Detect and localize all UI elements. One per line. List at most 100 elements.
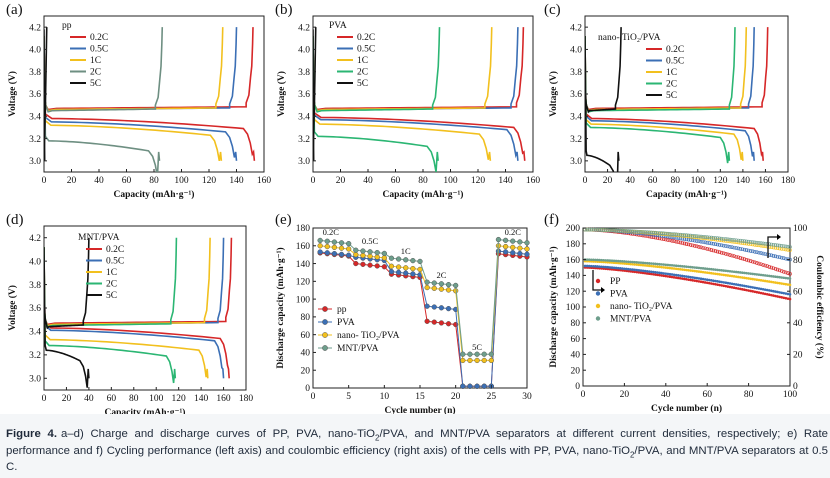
capacity-point-PP — [697, 280, 701, 283]
rate-point-nano- TiO₂/PVA — [324, 243, 330, 250]
capacity-point-PVA — [650, 270, 653, 274]
charge-curve-1C — [44, 27, 224, 112]
capacity-point-PVA — [770, 289, 773, 293]
capacity-point-PVA — [616, 266, 620, 270]
capacity-point-nano- TiO₂/PVA — [761, 279, 765, 282]
efficiency-point-MNT/PVA — [647, 230, 652, 235]
legend-title: pp — [62, 21, 72, 31]
capacity-point-PVA — [693, 276, 697, 280]
x-tick-label: 20 — [620, 390, 630, 400]
efficiency-point-PVA — [728, 245, 732, 249]
capacity-point-nano- TiO₂/PVA — [739, 275, 742, 279]
rate-point-MNT/PVA — [374, 249, 380, 256]
rate-point-MNT/PVA — [331, 239, 338, 245]
rate-point-MNT/PVA — [467, 351, 473, 357]
discharge-curve-1C — [585, 36, 744, 161]
efficiency-point-PVA — [705, 240, 710, 245]
capacity-point-PVA — [662, 272, 666, 275]
rate-point-PVA — [317, 249, 323, 255]
efficiency-point-PP — [701, 246, 705, 250]
capacity-point-PP — [681, 277, 684, 280]
capacity-point-PVA — [587, 264, 591, 268]
x-axis-label: Capacity (mAh·g⁻¹) — [114, 189, 195, 200]
capacity-point-MNT/PVA — [736, 270, 740, 274]
capacity-point-PVA — [743, 284, 746, 288]
efficiency-point-MNT/PVA — [591, 227, 596, 232]
legend-title: nano- TiO₂/PVA — [598, 33, 661, 43]
efficiency-point-PP — [690, 243, 695, 248]
legend-swatch-pp — [322, 306, 328, 312]
rate-point-nano- TiO₂/PVA — [388, 263, 395, 269]
capacity-point-PVA — [660, 271, 663, 275]
y-tick-label: 140 — [296, 260, 311, 270]
y-tick-label: 120 — [566, 287, 581, 297]
capacity-point-MNT/PVA — [774, 275, 777, 279]
capacity-point-PP — [741, 288, 744, 291]
capacity-point-PVA — [765, 288, 769, 292]
rate-point-nano- TiO₂/PVA — [403, 265, 409, 271]
legend-label-2C: 2C — [90, 68, 101, 78]
efficiency-point-MNT/PVA — [748, 240, 753, 244]
rate-point-PVA — [331, 250, 338, 257]
capacity-point-PVA — [608, 266, 612, 269]
y-tick-label: 180 — [296, 224, 311, 234]
capacity-point-nano- TiO₂/PVA — [654, 265, 657, 268]
efficiency-point-MNT/PVA — [651, 230, 656, 235]
rate-point-MNT/PVA — [410, 257, 416, 264]
discharge-curve-0.2C — [44, 36, 256, 161]
efficiency-point-PVA — [779, 255, 784, 260]
x-tick-label: 0 — [581, 390, 586, 400]
capacity-point-MNT/PVA — [652, 262, 655, 265]
capacity-point-nano- TiO₂/PVA — [714, 272, 717, 276]
x-tick-label: 0 — [311, 392, 316, 402]
x-tick-label: 140 — [229, 176, 244, 186]
efficiency-point-PP — [738, 256, 743, 260]
efficiency-point-PVA — [659, 233, 664, 238]
capacity-point-nano- TiO₂/PVA — [652, 264, 655, 268]
capacity-point-PP — [743, 288, 746, 292]
capacity-point-MNT/PVA — [592, 258, 595, 262]
y-tick-label: 4.2 — [570, 23, 582, 33]
efficiency-point-PVA — [763, 252, 767, 256]
efficiency-point-MNT/PVA — [738, 238, 743, 243]
efficiency-point-MNT/PVA — [707, 235, 712, 240]
efficiency-point-MNT/PVA — [601, 228, 606, 232]
efficiency-point-PP — [746, 258, 751, 263]
capacity-point-nano- TiO₂/PVA — [621, 262, 624, 265]
capacity-point-PVA — [710, 279, 713, 282]
efficiency-point-MNT/PVA — [632, 229, 637, 234]
y-tick-label: 160 — [566, 256, 581, 266]
rate-point-MNT/PVA — [417, 258, 423, 265]
arrow-right-head — [777, 234, 781, 240]
legend-label-0.2C: 0.2C — [666, 45, 684, 55]
efficiency-point-PP — [713, 249, 718, 253]
capacity-point-nano- TiO₂/PVA — [689, 269, 692, 272]
efficiency-point-PP — [651, 235, 656, 240]
capacity-point-MNT/PVA — [716, 268, 719, 272]
capacity-point-PVA — [697, 277, 701, 280]
x-tick-label: 0 — [583, 176, 588, 186]
capacity-point-MNT/PVA — [631, 260, 634, 264]
rate-point-pp — [445, 321, 452, 327]
x-axis-label: Cycle number (n) — [384, 405, 455, 414]
x-tick-label: 80 — [149, 176, 159, 186]
y-tick-label: 3.6 — [298, 90, 310, 100]
capacity-point-nano- TiO₂/PVA — [656, 265, 659, 269]
capacity-point-PP — [778, 295, 781, 299]
rate-point-nano- TiO₂/PVA — [338, 245, 345, 251]
efficiency-point-MNT/PVA — [674, 232, 678, 237]
efficiency-point-MNT/PVA — [709, 235, 714, 240]
y-tick-label: 3.4 — [29, 328, 41, 338]
capacity-point-PVA — [768, 289, 771, 292]
capacity-point-nano- TiO₂/PVA — [784, 282, 788, 286]
efficiency-point-PVA — [676, 236, 681, 240]
efficiency-point-nano- TiO₂/PVA — [757, 243, 761, 248]
efficiency-point-PVA — [732, 245, 736, 250]
capacity-point-MNT/PVA — [587, 258, 591, 261]
y-tick-label: 3.2 — [570, 135, 582, 145]
y-tick-label: 40 — [301, 349, 311, 359]
capacity-point-nano- TiO₂/PVA — [685, 268, 688, 272]
x-tick-label: 80 — [418, 176, 428, 186]
capacity-point-MNT/PVA — [788, 277, 792, 280]
efficiency-point-MNT/PVA — [628, 229, 633, 233]
